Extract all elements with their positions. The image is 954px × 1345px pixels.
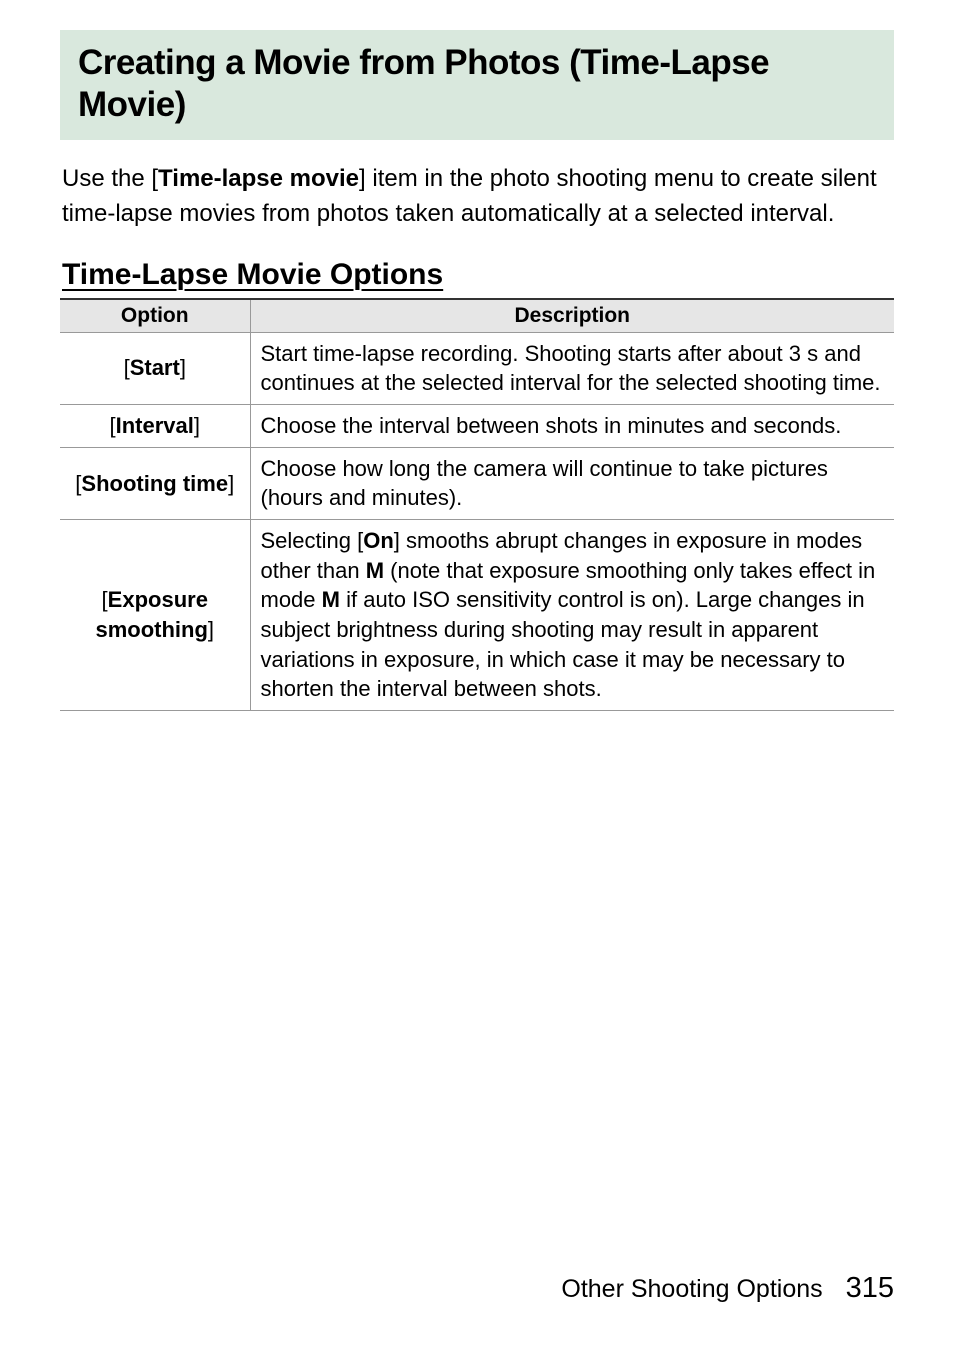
page-number: 315 (846, 1272, 894, 1304)
page-title: Creating a Movie from Photos (Time-Lapse… (78, 42, 876, 126)
table-header-row: Option Description (60, 299, 894, 333)
option-cell: [Shooting time] (60, 447, 250, 519)
section-heading-banner: Creating a Movie from Photos (Time-Lapse… (60, 30, 894, 140)
option-cell: [Start] (60, 332, 250, 404)
description-cell: Selecting [On] smooths abrupt changes in… (250, 520, 894, 711)
table-row: [Shooting time]Choose how long the camer… (60, 447, 894, 519)
table-row: [Exposure smoothing]Selecting [On] smoot… (60, 520, 894, 711)
table-row: [Start]Start time-lapse recording. Shoot… (60, 332, 894, 404)
option-cell: [Interval] (60, 404, 250, 447)
description-cell: Start time-lapse recording. Shooting sta… (250, 332, 894, 404)
description-cell: Choose how long the camera will continue… (250, 447, 894, 519)
table-row: [Interval]Choose the interval between sh… (60, 404, 894, 447)
page-footer: Other Shooting Options 315 (561, 1272, 894, 1305)
description-cell: Choose the interval between shots in min… (250, 404, 894, 447)
col-header-option: Option (60, 299, 250, 333)
intro-paragraph: Use the [Time-lapse movie] item in the p… (60, 162, 894, 232)
col-header-description: Description (250, 299, 894, 333)
option-cell: [Exposure smoothing] (60, 520, 250, 711)
subsection-heading: Time-Lapse Movie Options (60, 258, 894, 292)
options-table: Option Description [Start]Start time-lap… (60, 298, 894, 712)
footer-section-label: Other Shooting Options (561, 1275, 822, 1303)
